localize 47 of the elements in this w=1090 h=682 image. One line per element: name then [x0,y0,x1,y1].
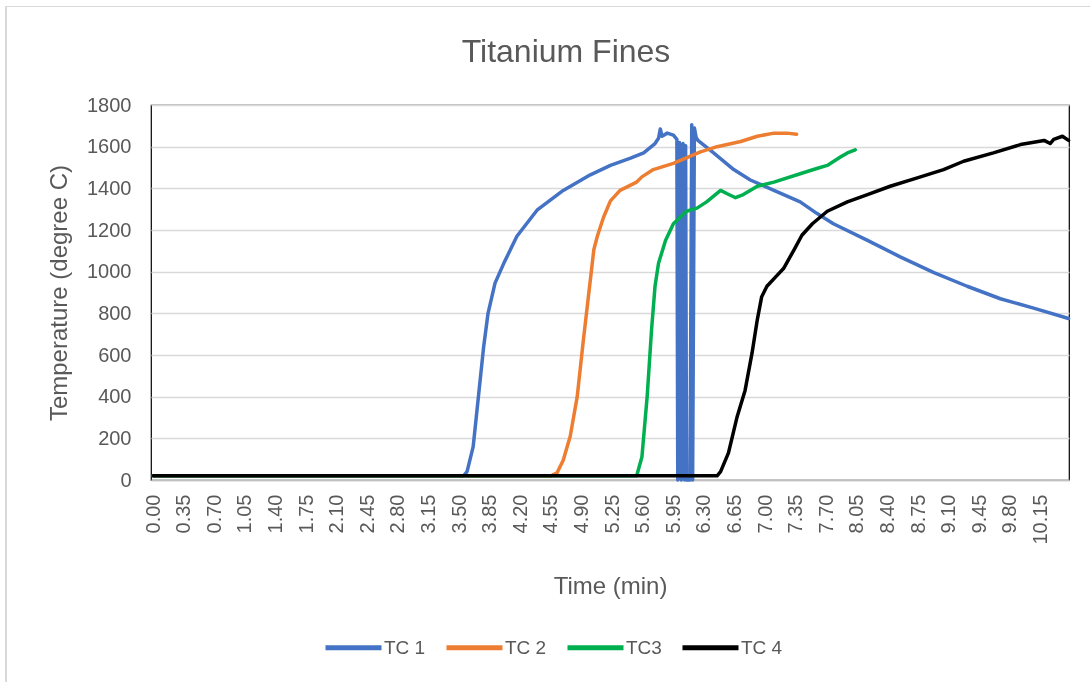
x-tick-label: 0.70 [202,494,225,534]
x-tick-label: 8.05 [845,494,868,534]
x-tick-label: 8.75 [906,494,929,534]
x-tick-label: 9.45 [967,494,990,534]
legend-label: TC 2 [505,636,547,658]
x-tick-label: 0.35 [172,494,195,534]
x-tick-label: 5.95 [661,494,684,534]
x-tick-label: 3.85 [478,494,501,534]
x-tick-label: 4.55 [539,494,562,534]
x-tick-label: 1.75 [294,494,317,534]
legend-label: TC 4 [741,636,783,658]
legend-label: TC 1 [384,636,426,658]
y-tick-label: 400 [98,385,132,408]
y-tick-label: 1000 [87,260,132,283]
x-tick-label: 2.10 [325,494,348,534]
x-tick-label: 5.25 [600,494,623,534]
x-tick-label: 8.40 [876,494,899,534]
x-tick-label: 10.15 [1029,494,1052,545]
chart-title: Titanium Fines [461,33,671,69]
y-tick-label: 1200 [87,218,132,241]
x-tick-label: 7.35 [784,494,807,534]
y-tick-label: 0 [120,468,132,491]
y-tick-label: 1400 [87,176,132,199]
x-tick-label: 6.30 [692,494,715,534]
y-tick-label: 200 [98,426,132,449]
y-axis-title: Temperature (degree C) [45,164,73,422]
y-tick-label: 600 [98,343,132,366]
x-tick-label: 1.05 [233,494,256,534]
x-tick-label: 4.90 [570,494,593,534]
x-tick-label: 2.80 [386,494,409,534]
x-tick-label: 1.40 [264,494,287,534]
x-tick-label: 3.50 [447,494,470,534]
x-axis-title: Time (min) [553,571,668,599]
x-tick-label: 6.65 [723,494,746,534]
x-tick-label: 9.10 [937,494,960,534]
x-tick-label: 3.15 [417,494,440,534]
x-tick-label: 5.60 [631,494,654,534]
x-tick-label: 0.00 [141,494,164,534]
y-tick-label: 1800 [87,93,132,116]
y-tick-label: 800 [98,301,132,324]
legend-label: TC3 [626,636,662,658]
x-tick-label: 7.70 [814,494,837,534]
x-tick-label: 4.20 [508,494,531,534]
y-tick-label: 1600 [87,135,132,158]
x-tick-label: 9.80 [998,494,1021,534]
x-tick-label: 2.45 [355,494,378,534]
x-tick-label: 7.00 [753,494,776,534]
